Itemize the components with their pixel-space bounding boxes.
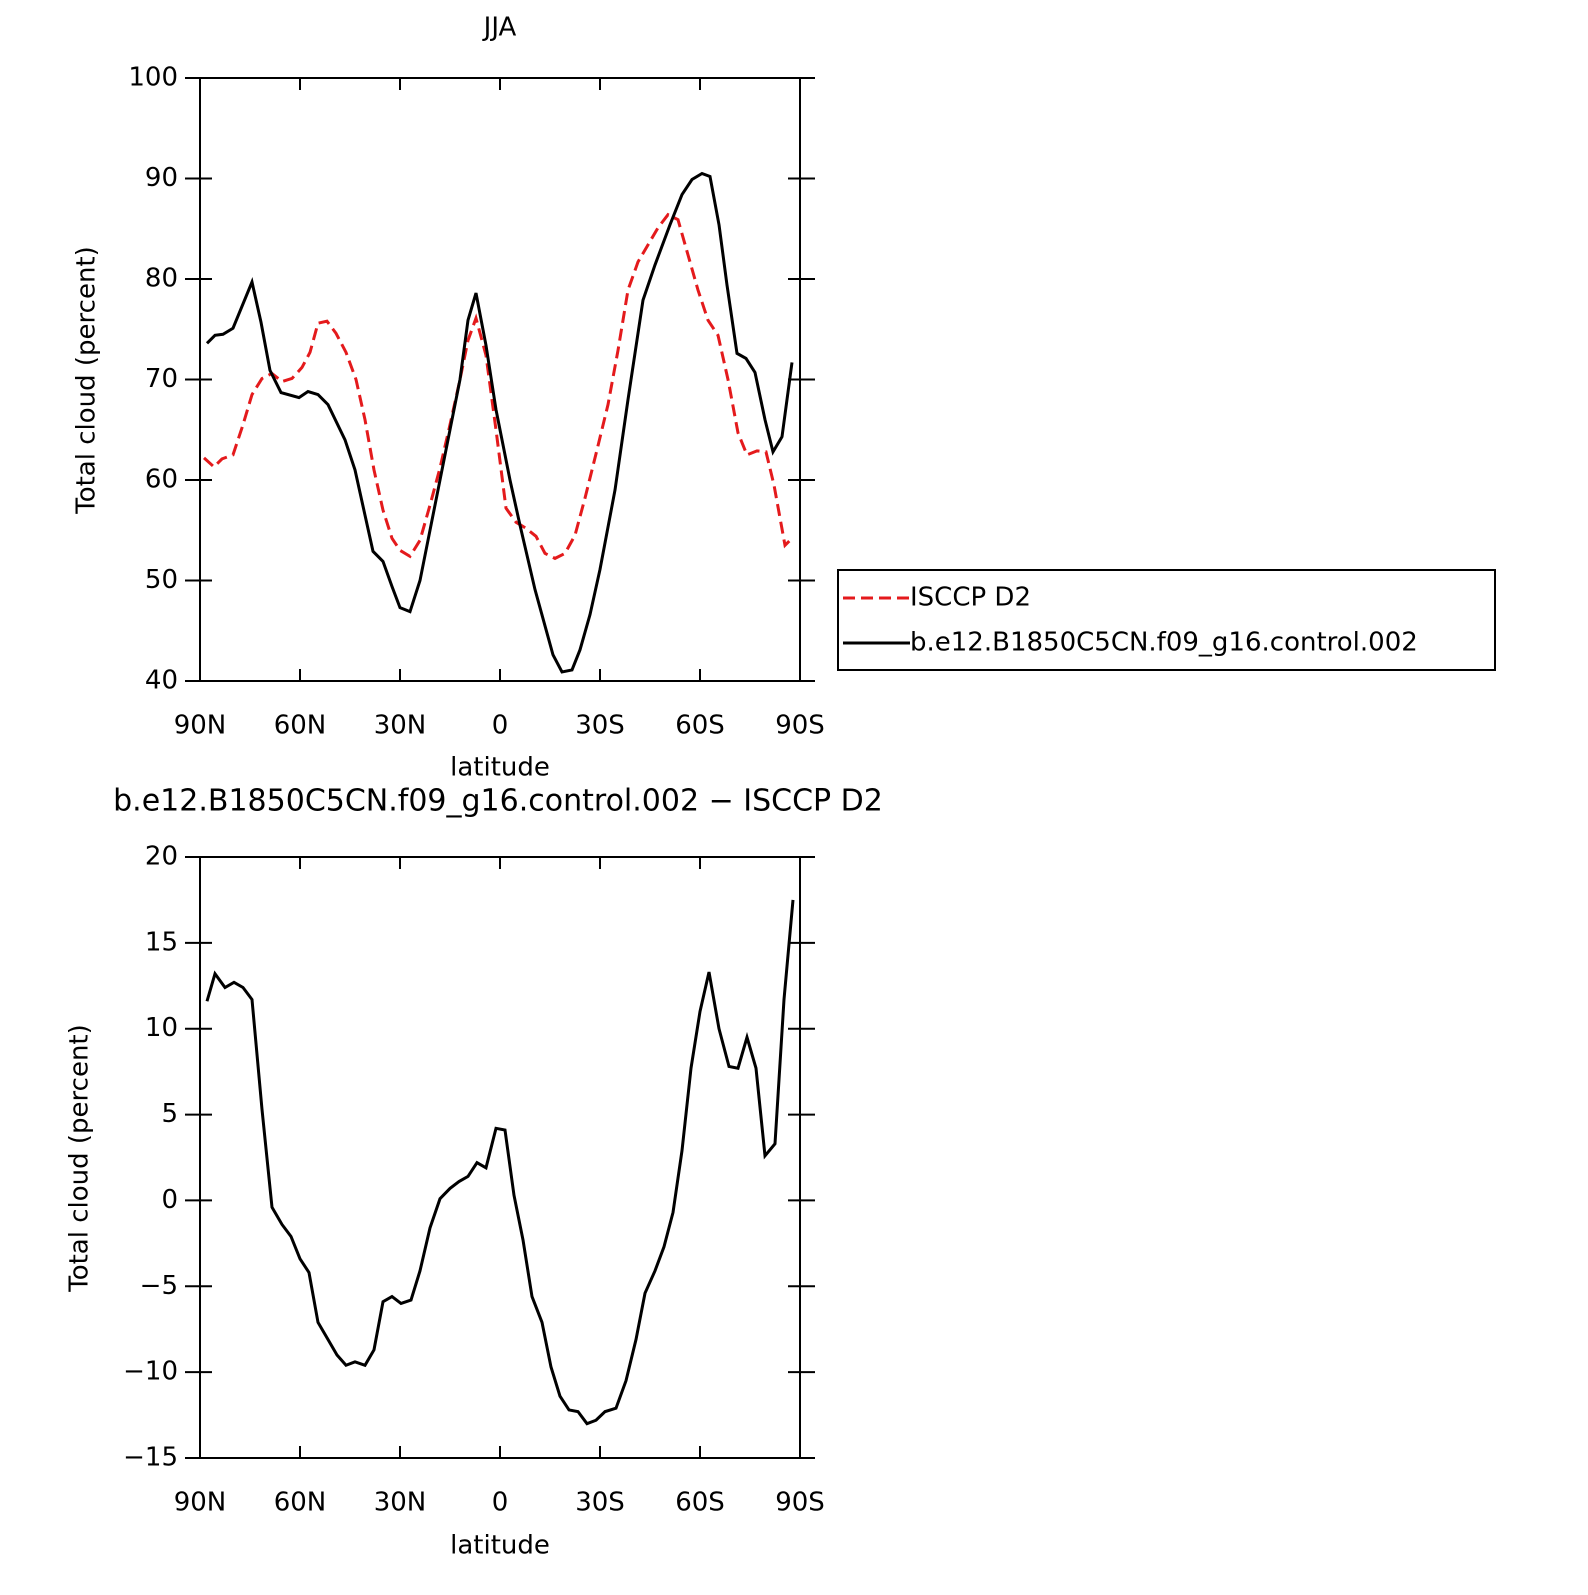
y-tick-label: 0 xyxy=(161,1185,178,1215)
x-axis-label: latitude xyxy=(450,753,550,783)
x-tick-label: 30N xyxy=(374,1488,427,1518)
y-axis-label: Total cloud (percent) xyxy=(65,1024,95,1293)
data-line xyxy=(202,212,795,561)
plot-frame xyxy=(199,856,801,1459)
x-tick-label: 60N xyxy=(274,1488,327,1518)
x-tick-label: 90S xyxy=(775,711,825,741)
chart-title: JJA xyxy=(482,13,517,43)
y-tick-label: 90 xyxy=(145,163,178,193)
x-tick-label: 0 xyxy=(492,1488,509,1518)
x-tick-label: 60N xyxy=(274,711,327,741)
y-tick-label: 100 xyxy=(128,63,178,93)
x-tick-label: 30N xyxy=(374,711,427,741)
x-tick-label: 30S xyxy=(575,711,625,741)
plot-frame xyxy=(199,77,801,682)
legend-label: ISCCP D2 xyxy=(910,583,1031,613)
legend-label: b.e12.B1850C5CN.f09_g16.control.002 xyxy=(910,628,1418,658)
chart-title: b.e12.B1850C5CN.f09_g16.control.002 − IS… xyxy=(113,784,883,819)
x-axis-label: latitude xyxy=(450,1531,550,1561)
y-tick-label: 70 xyxy=(145,364,178,394)
y-tick-label: 80 xyxy=(145,264,178,294)
x-tick-label: 90S xyxy=(775,1488,825,1518)
x-tick-label: 90N xyxy=(174,711,227,741)
y-tick-label: 40 xyxy=(145,666,178,696)
x-tick-label: 60S xyxy=(675,1488,725,1518)
y-axis-label: Total cloud (percent) xyxy=(72,246,102,515)
data-line xyxy=(205,899,795,1426)
legend-box xyxy=(837,569,1496,671)
x-tick-label: 0 xyxy=(492,711,509,741)
y-tick-label: −5 xyxy=(140,1271,178,1301)
y-tick-label: 5 xyxy=(161,1099,178,1129)
y-tick-label: −15 xyxy=(123,1443,178,1473)
y-tick-label: 10 xyxy=(145,1013,178,1043)
x-tick-label: 30S xyxy=(575,1488,625,1518)
x-tick-label: 90N xyxy=(174,1488,227,1518)
data-line xyxy=(205,171,794,674)
x-tick-label: 60S xyxy=(675,711,725,741)
y-tick-label: −10 xyxy=(123,1357,178,1387)
y-tick-label: 60 xyxy=(145,465,178,495)
y-tick-label: 20 xyxy=(145,842,178,872)
y-tick-label: 15 xyxy=(145,927,178,957)
y-tick-label: 50 xyxy=(145,565,178,595)
